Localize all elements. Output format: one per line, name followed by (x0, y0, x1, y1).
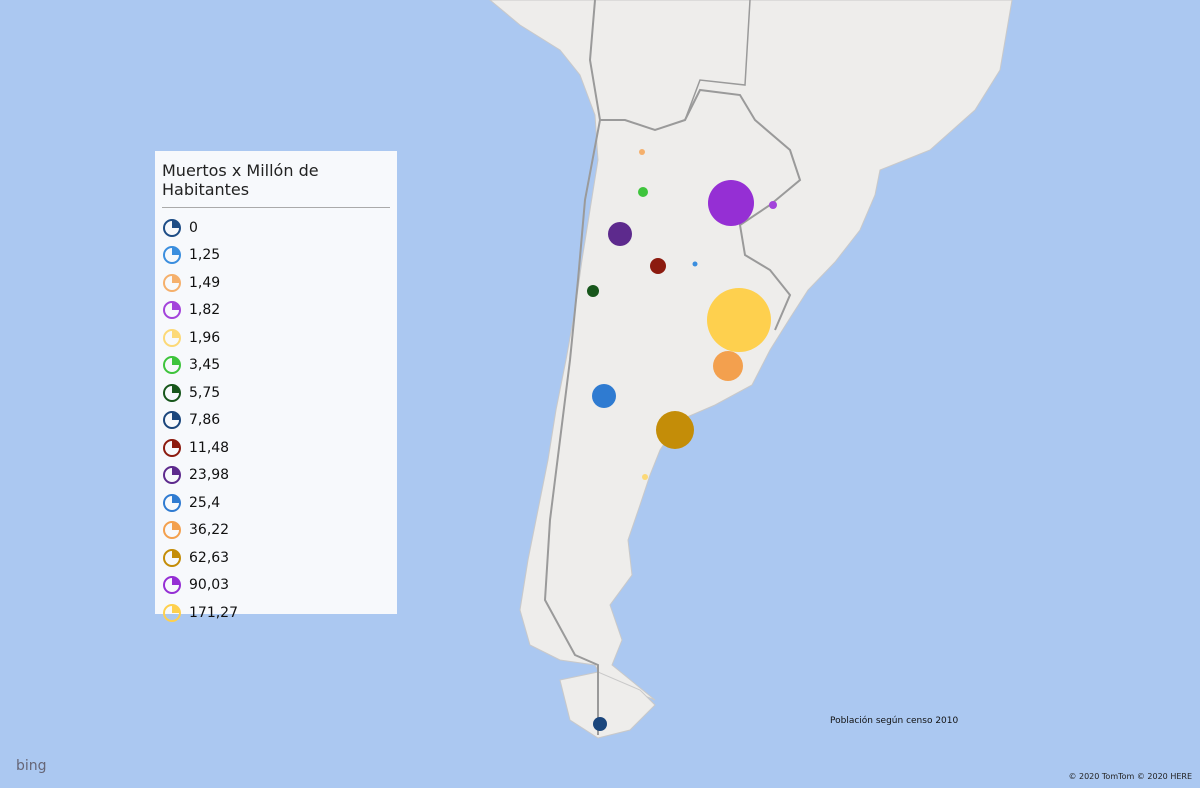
legend-item: 1,82 (162, 297, 390, 325)
legend-icon (163, 383, 181, 402)
legend-label: 5,75 (189, 384, 221, 401)
legend-label: 7,86 (189, 412, 221, 429)
icon-quarter (172, 329, 180, 338)
legend-icon (163, 576, 181, 595)
legend-icon (163, 411, 181, 430)
legend-icon (163, 356, 181, 375)
land (489, 0, 1013, 701)
legend-label: 0 (189, 219, 198, 236)
legend-icon (163, 521, 181, 540)
legend-item: 1,25 (162, 242, 390, 270)
legend-item: 25,4 (162, 489, 390, 517)
bubble (593, 717, 607, 731)
legend-icon (163, 301, 181, 320)
legend-icon (163, 438, 181, 457)
legend-item: 11,48 (162, 434, 390, 462)
legend-icon (163, 328, 181, 347)
legend-icon (163, 246, 181, 265)
legend-label: 1,49 (189, 274, 221, 291)
legend-label: 36,22 (189, 522, 230, 539)
bubble (638, 187, 648, 197)
icon-quarter (172, 302, 180, 311)
legend-icon (163, 493, 181, 512)
icon-quarter (172, 577, 180, 586)
copyright: © 2020 TomTom © 2020 HERE (1068, 772, 1192, 781)
bubble (650, 258, 666, 274)
legend-icon (163, 548, 181, 567)
bubble (608, 222, 632, 246)
note: Población según censo 2010 (830, 716, 959, 726)
bubble (656, 411, 694, 449)
icon-quarter (172, 274, 180, 283)
icon-quarter (172, 549, 180, 558)
brand: bing (16, 758, 47, 774)
border (588, 0, 802, 331)
bubble (592, 384, 616, 408)
legend-item: 1,96 (162, 324, 390, 352)
legend-item: 90,03 (162, 572, 390, 600)
icon-quarter (172, 384, 180, 393)
bubble (707, 288, 771, 352)
legend-items: 0 1,25 1,49 1,82 1,96 3,45 5,75 7,86 11,48 23,98 2… (162, 214, 390, 627)
legend-label: 23,98 (189, 467, 230, 484)
legend-label: 1,82 (189, 302, 221, 319)
legend-item: 62,63 (162, 544, 390, 572)
icon-quarter (172, 522, 180, 531)
legend-item: 171,27 (162, 599, 390, 627)
icon-quarter (172, 467, 180, 476)
legend-item: 36,22 (162, 517, 390, 545)
legend-item: 3,45 (162, 352, 390, 380)
icon-quarter (172, 604, 180, 613)
bubble (692, 261, 698, 267)
border (684, 0, 751, 121)
legend-label: 25,4 (189, 494, 221, 511)
legend-title: Muertos x Millón de Habitantes (162, 161, 390, 208)
legend-icon (163, 218, 181, 237)
legend-item: 5,75 (162, 379, 390, 407)
legend-label: 62,63 (189, 549, 230, 566)
legend-item: 1,49 (162, 269, 390, 297)
legend-item: 7,86 (162, 407, 390, 435)
icon-quarter (172, 219, 180, 228)
legend-icon (163, 466, 181, 485)
bubble (713, 351, 743, 381)
icon-quarter (172, 494, 180, 503)
border (543, 119, 601, 735)
legend: Muertos x Millón de Habitantes 0 1,25 1,49… (155, 151, 397, 622)
bubble (769, 201, 777, 209)
bubble (639, 149, 645, 155)
icon-quarter (172, 412, 180, 421)
legend-item: 23,98 (162, 462, 390, 490)
legend-icon (163, 603, 181, 622)
icon-quarter (172, 247, 180, 256)
bubble (587, 285, 599, 297)
legend-label: 1,25 (189, 247, 221, 264)
legend-label: 90,03 (189, 577, 230, 594)
bubble (708, 180, 754, 226)
legend-icon (163, 273, 181, 292)
bubble (642, 474, 648, 480)
icon-quarter (172, 439, 180, 448)
land (559, 671, 656, 739)
icon-quarter (172, 357, 180, 366)
legend-label: 171,27 (189, 604, 238, 621)
legend-item: 0 (162, 214, 390, 242)
legend-label: 11,48 (189, 439, 230, 456)
legend-label: 3,45 (189, 357, 221, 374)
legend-label: 1,96 (189, 329, 221, 346)
